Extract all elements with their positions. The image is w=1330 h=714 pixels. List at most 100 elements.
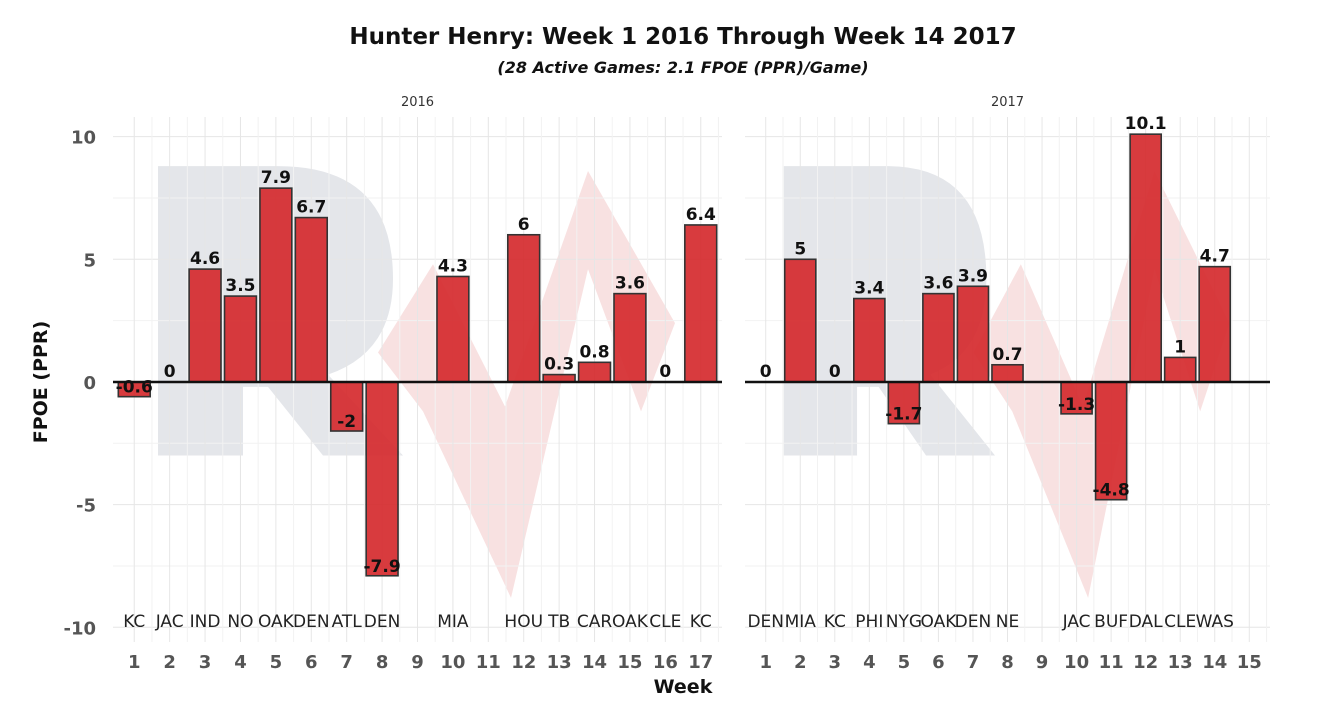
opponent-label: NE [996,612,1019,632]
panel-2016: 2016-0.604.63.57.96.7-2-7.94.360.30.83.6… [113,95,722,673]
bar-week-14 [1198,265,1232,383]
opponent-label: CAR [577,612,612,632]
x-tick-label: 2 [163,652,176,673]
x-tick-label: 4 [234,652,247,673]
x-tick-label: 8 [376,652,389,673]
opponent-label: DEN [747,612,784,632]
x-tick-label: 9 [1036,652,1049,673]
x-tick-label: 14 [1202,652,1227,673]
opponent-label: NYG [886,612,922,632]
x-tick-label: 5 [898,652,911,673]
data-label: -1.3 [1058,395,1095,415]
bar-week-11 [1094,381,1128,501]
x-tick-label: 12 [1133,652,1158,673]
x-tick-label: 16 [653,652,678,673]
data-label: 1 [1174,337,1186,357]
x-tick-label: 13 [1168,652,1193,673]
opponent-labels: KC JAC IND NO OAK DEN ATL DEN MIA HOU TB CAR OAK CLE K… [123,612,712,632]
x-tick-label: 6 [305,652,318,673]
data-label: 5 [794,239,806,259]
bar-week-15 [613,292,647,383]
data-label: 4.7 [1200,247,1230,267]
data-label: 3.6 [923,274,953,294]
data-label: -2 [337,412,356,432]
data-label: -1.7 [885,405,922,425]
data-label: 0 [760,362,772,382]
opponent-label: ATL [332,612,363,632]
bar-week-3 [188,268,222,383]
opponent-label: KC [824,612,846,632]
panel-strip-label: 2016 [401,95,434,110]
x-tick-label: 7 [340,652,353,673]
bar-week-4 [223,295,258,383]
x-tick-label: 17 [688,652,713,673]
data-label: 3.4 [854,279,884,299]
panel-2017: 2017 0 5 0 3.4 -1.7 3.6 3.9 0.7 -1.3 -4.8 10.1 1 4.7 D… [745,95,1270,673]
bar-week-10 [436,275,470,383]
bar-week-2 [783,258,817,383]
data-label: 10.1 [1125,114,1167,134]
opponent-label: DEN [364,612,401,632]
opponent-label: CLE [1164,612,1196,632]
x-tick-label: 10 [440,652,465,673]
x-tick-label: 1 [128,652,141,673]
x-tick-label: 4 [863,652,876,673]
x-tick-label: 3 [829,652,842,673]
opponent-label: IND [190,612,221,632]
data-label: 0.7 [992,345,1022,365]
opponent-label: BUF [1094,612,1128,632]
data-label: 3.5 [225,276,255,296]
chart-subtitle: (28 Active Games: 2.1 FPOE (PPR)/Game) [497,58,868,77]
opponent-label: OAK [258,612,295,632]
bar-week-17 [684,224,718,383]
opponent-label: TB [547,612,570,632]
bar-week-6 [294,216,329,383]
data-label: 4.6 [190,249,220,269]
bar-week-8 [991,363,1024,383]
watermark-chevron [378,170,675,598]
data-label: 6 [518,215,530,235]
y-tick-labels: -10 -5 0 5 10 [63,128,96,640]
chart-title: Hunter Henry: Week 1 2016 Through Week 1… [349,24,1016,50]
opponent-label: OAK [920,612,957,632]
data-label: 0 [659,362,671,382]
data-label: 3.9 [958,266,988,286]
data-label: 0 [829,362,841,382]
bar-week-7 [956,285,990,383]
x-tick-label: 11 [1099,652,1124,673]
data-label: 7.9 [261,168,291,188]
data-label: 0.3 [544,355,574,375]
data-label: -4.8 [1093,481,1130,501]
opponent-label: WAS [1196,612,1234,632]
bar-week-12 [1129,133,1163,383]
data-label: 4.3 [438,256,468,276]
bar-week-14 [577,361,612,383]
data-label: 6.4 [686,205,716,225]
x-tick-label: 6 [932,652,945,673]
y-tick-label: -5 [76,496,96,517]
bar-week-5 [887,381,921,425]
opponent-label: KC [690,612,712,632]
data-label: 0 [164,362,176,382]
x-tick-label: 15 [617,652,642,673]
data-label: 3.6 [615,274,645,294]
x-tick-label: 5 [270,652,283,673]
y-tick-label: 5 [83,250,96,271]
value-labels: -0.6 0 4.63.5 7.96.7 -2 -7.9 4.3 6 0.30.8 3.6 0 6.4 [116,168,716,577]
x-tick-labels: 1 2 3 4 5 6 7 8 9 10 11 12 13 14 15 [759,652,1261,673]
bar-week-5 [259,187,293,383]
y-tick-label: 0 [83,373,96,394]
data-label: 0.8 [579,342,609,362]
x-tick-label: 10 [1064,652,1089,673]
opponent-label: KC [123,612,145,632]
panel-strip-label: 2017 [991,95,1024,110]
bar-week-8 [365,381,399,577]
x-tick-label: 13 [547,652,572,673]
bars [783,133,1232,501]
data-label: 6.7 [296,198,326,218]
y-tick-label: 10 [71,128,96,149]
y-axis-title: FPOE (PPR) [30,321,52,444]
